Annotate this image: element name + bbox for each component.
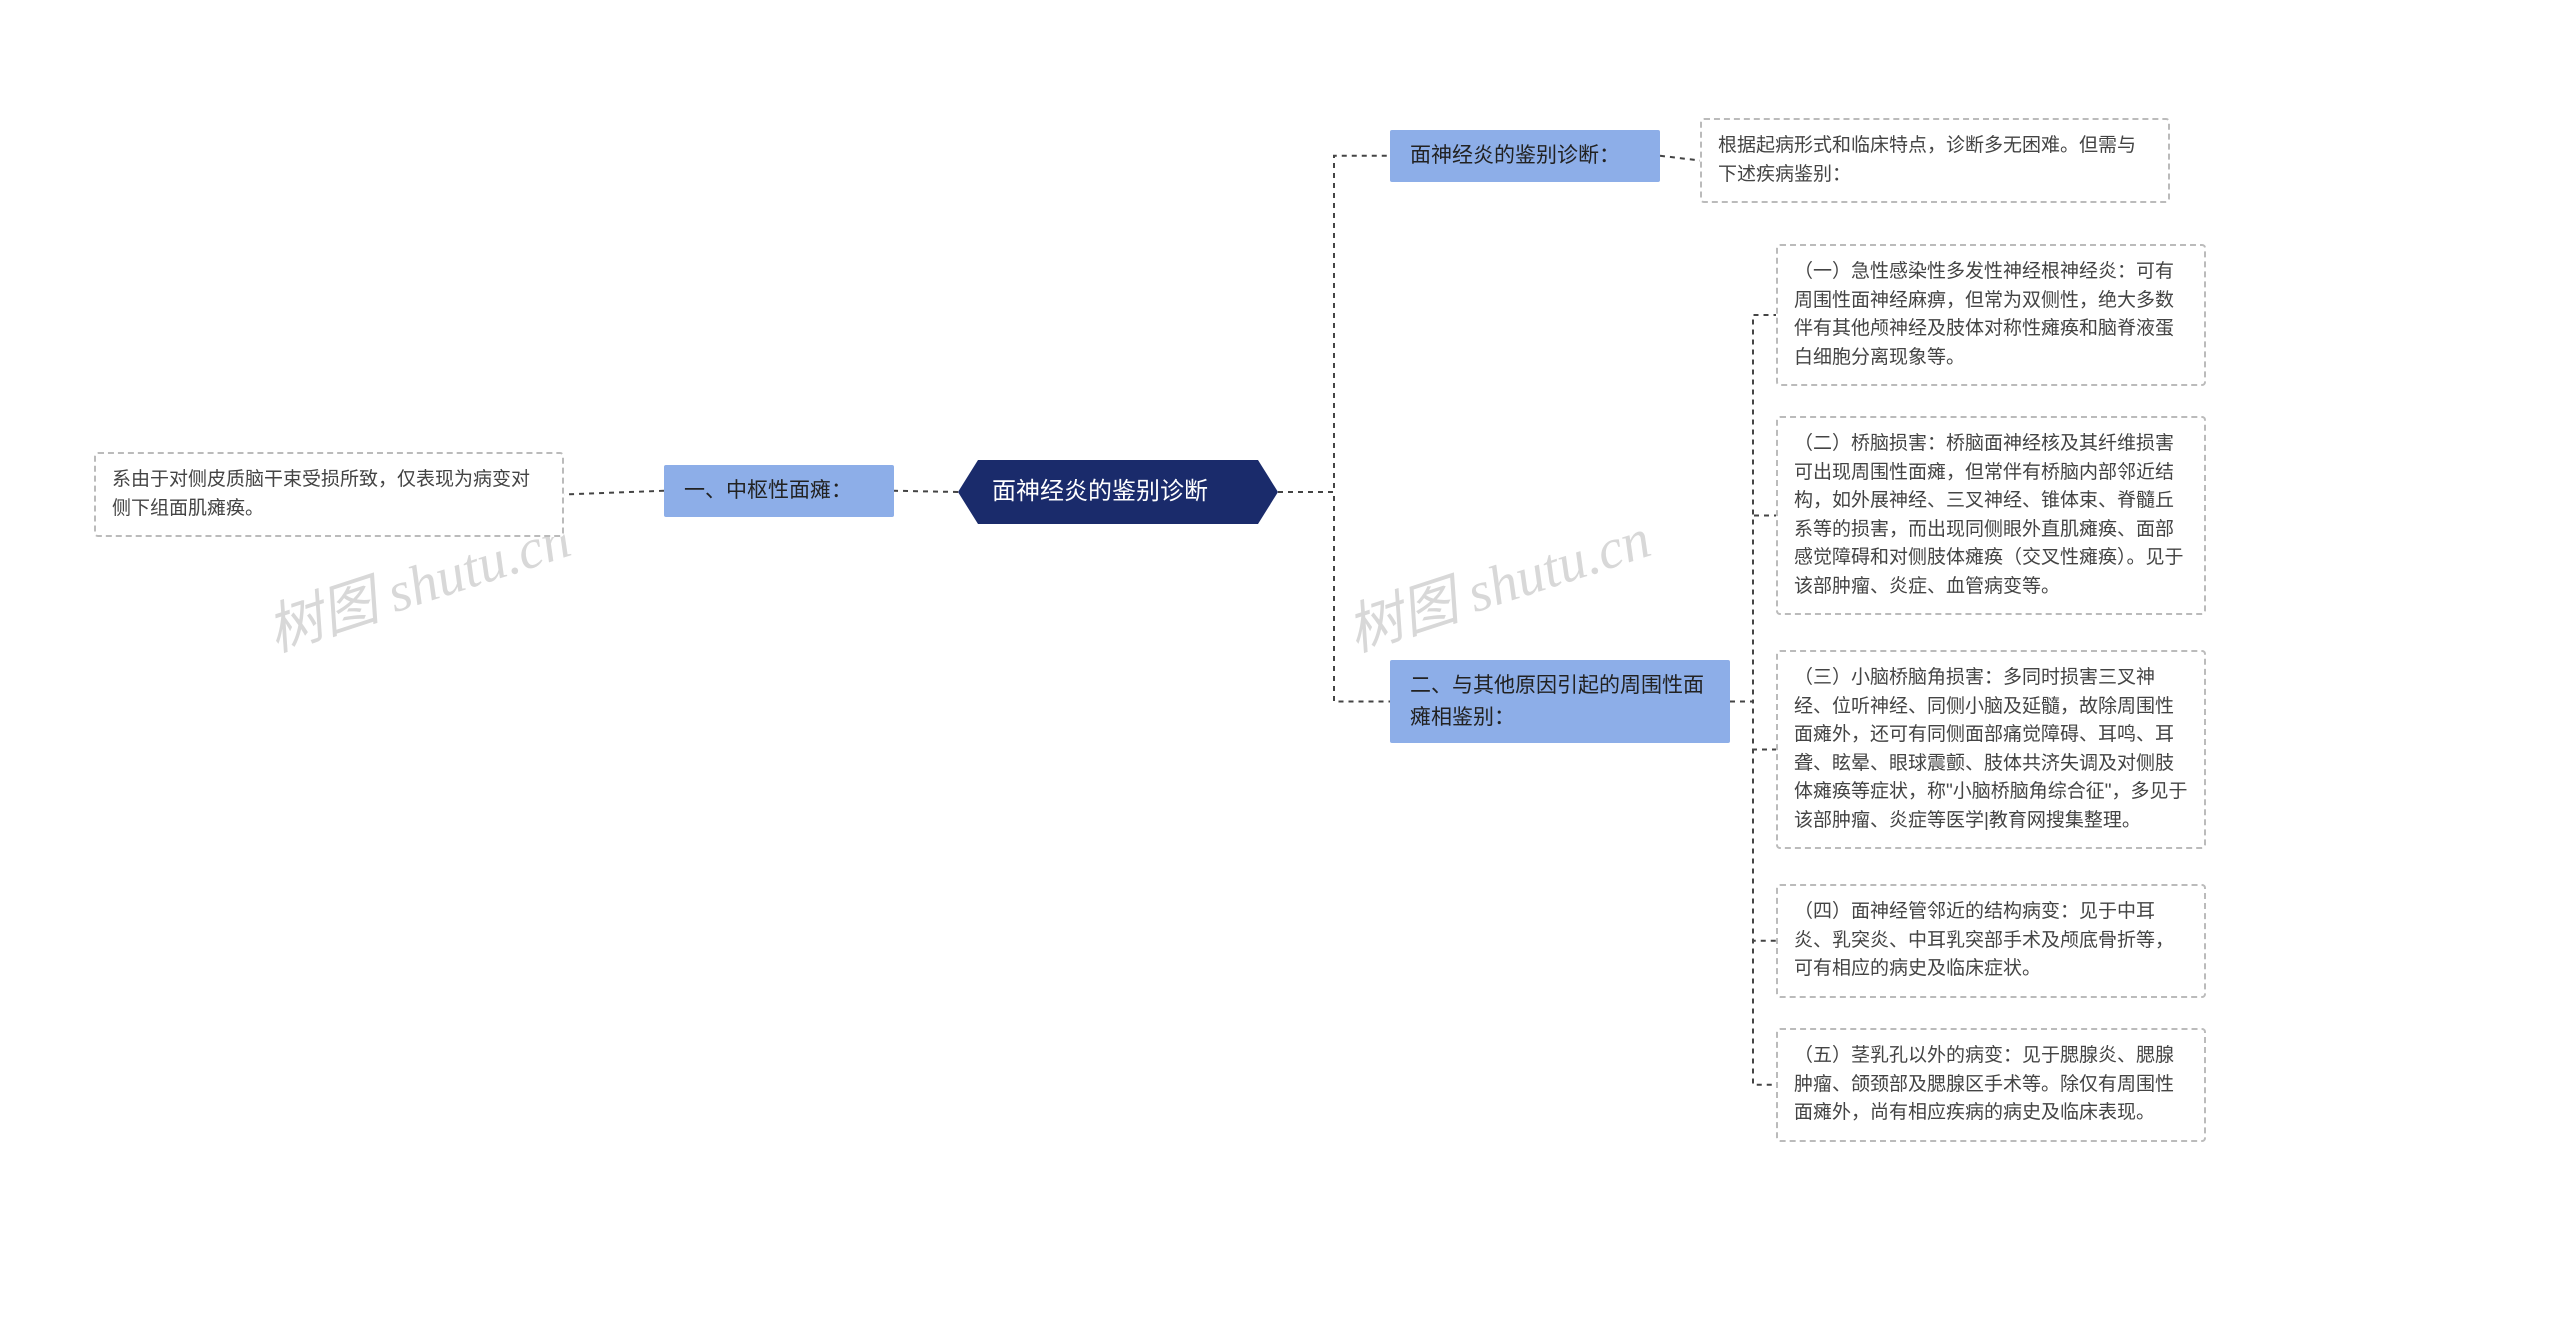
root-node[interactable]: 面神经炎的鉴别诊断 [958, 460, 1278, 524]
leaf-right-2-0[interactable]: （一）急性感染性多发性神经根神经炎：可有周围性面神经麻痹，但常为双侧性，绝大多数… [1776, 244, 2206, 386]
watermark-2: 树图 shutu.cn [1335, 493, 1659, 667]
leaf-right-2-4[interactable]: （五）茎乳孔以外的病变：见于腮腺炎、腮腺肿瘤、颌颈部及腮腺区手术等。除仅有周围性… [1776, 1028, 2206, 1142]
branch-right-2[interactable]: 二、与其他原因引起的周围性面瘫相鉴别： [1390, 660, 1730, 743]
branch-left[interactable]: 一、中枢性面瘫： [664, 465, 894, 517]
branch-right-1[interactable]: 面神经炎的鉴别诊断： [1390, 130, 1660, 182]
leaf-right-2-1[interactable]: （二）桥脑损害：桥脑面神经核及其纤维损害可出现周围性面瘫，但常伴有桥脑内部邻近结… [1776, 416, 2206, 615]
leaf-left[interactable]: 系由于对侧皮质脑干束受损所致，仅表现为病变对侧下组面肌瘫痪。 [94, 452, 564, 537]
leaf-right-1[interactable]: 根据起病形式和临床特点，诊断多无困难。但需与下述疾病鉴别： [1700, 118, 2170, 203]
leaf-right-2-3[interactable]: （四）面神经管邻近的结构病变：见于中耳炎、乳突炎、中耳乳突部手术及颅底骨折等，可… [1776, 884, 2206, 998]
leaf-right-2-2[interactable]: （三）小脑桥脑角损害：多同时损害三叉神经、位听神经、同侧小脑及延髓，故除周围性面… [1776, 650, 2206, 849]
